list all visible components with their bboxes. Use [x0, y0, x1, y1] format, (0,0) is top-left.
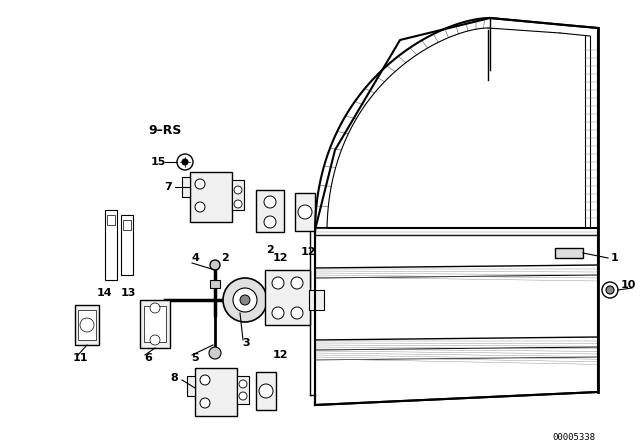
Bar [237, 376, 249, 404]
Bar [309, 290, 324, 310]
Circle shape [200, 398, 210, 408]
Bar [295, 193, 315, 231]
Bar [265, 270, 310, 325]
Bar [190, 172, 232, 222]
Circle shape [177, 154, 193, 170]
Bar [256, 372, 276, 410]
Circle shape [264, 216, 276, 228]
Bar [105, 210, 117, 280]
Circle shape [234, 200, 242, 208]
Bar [182, 177, 190, 197]
Circle shape [233, 288, 257, 312]
Text: 10: 10 [620, 280, 636, 290]
Text: 7: 7 [164, 182, 172, 192]
Bar [75, 305, 99, 345]
Circle shape [182, 159, 188, 165]
Bar [210, 280, 220, 288]
Circle shape [291, 307, 303, 319]
Circle shape [234, 186, 242, 194]
Text: 8: 8 [170, 373, 178, 383]
Bar [107, 215, 115, 225]
Circle shape [200, 375, 210, 385]
Circle shape [239, 392, 247, 400]
Text: 9–RS: 9–RS [148, 124, 182, 137]
Text: 00005338: 00005338 [552, 432, 595, 441]
Text: 5: 5 [191, 353, 199, 363]
Text: 2: 2 [221, 253, 229, 263]
Text: 11: 11 [72, 353, 88, 363]
Circle shape [195, 179, 205, 189]
Text: 14: 14 [96, 288, 112, 298]
Bar [123, 220, 131, 230]
Circle shape [195, 202, 205, 212]
Bar [78, 310, 96, 340]
Circle shape [240, 295, 250, 305]
Text: 3: 3 [242, 338, 250, 348]
Bar [256, 190, 284, 232]
Circle shape [209, 347, 221, 359]
Circle shape [223, 278, 267, 322]
Bar [195, 368, 237, 416]
Circle shape [150, 303, 160, 313]
Text: 4: 4 [191, 253, 199, 263]
Bar [140, 300, 170, 348]
Bar [121, 215, 133, 275]
Circle shape [80, 318, 94, 332]
Circle shape [606, 286, 614, 294]
Text: 2: 2 [266, 245, 274, 255]
Circle shape [272, 277, 284, 289]
Circle shape [259, 384, 273, 398]
Text: 12: 12 [272, 350, 288, 360]
Text: 12: 12 [272, 253, 288, 263]
Bar [144, 306, 166, 342]
Text: 12: 12 [300, 247, 316, 257]
Circle shape [210, 260, 220, 270]
Bar [232, 180, 244, 210]
Polygon shape [315, 18, 598, 405]
Circle shape [150, 335, 160, 345]
Text: 13: 13 [120, 288, 136, 298]
Bar [555, 248, 583, 258]
Text: 6: 6 [144, 353, 152, 363]
Text: 15: 15 [150, 157, 166, 167]
Circle shape [291, 277, 303, 289]
Circle shape [264, 196, 276, 208]
Circle shape [272, 307, 284, 319]
Circle shape [298, 205, 312, 219]
Circle shape [602, 282, 618, 298]
Bar [187, 376, 195, 396]
Circle shape [239, 380, 247, 388]
Text: 1: 1 [611, 253, 619, 263]
